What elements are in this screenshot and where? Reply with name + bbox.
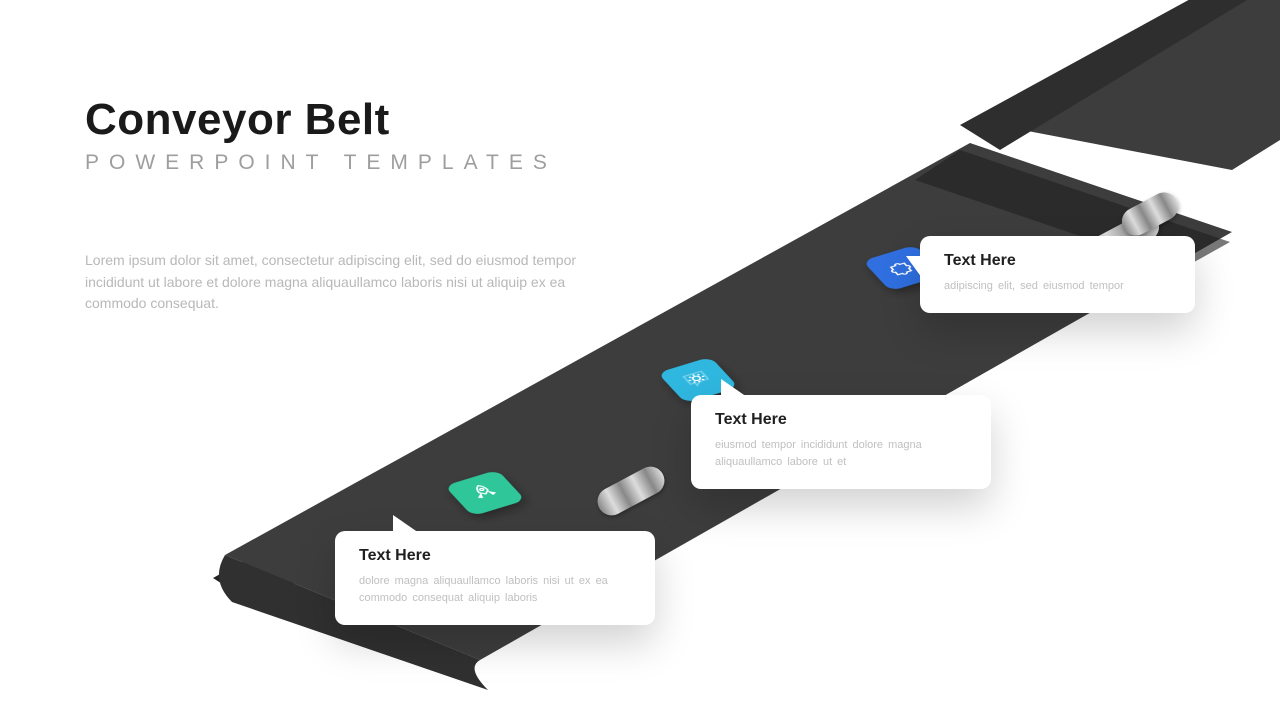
card-title: Text Here <box>359 547 631 565</box>
card-tail <box>393 515 419 533</box>
callout-card: Text Here adipiscing elit, sed eiusmod t… <box>920 236 1195 313</box>
card-desc: eiusmod tempor incididunt dolore magna a… <box>715 437 967 471</box>
card-title: Text Here <box>944 252 1171 270</box>
callout-card: Text Here eiusmod tempor incididunt dolo… <box>691 395 991 489</box>
card-desc: dolore magna aliquaullamco laboris nisi … <box>359 573 631 607</box>
callout-card: Text Here dolore magna aliquaullamco lab… <box>335 531 655 625</box>
gear-speech-icon <box>677 367 720 393</box>
card-title: Text Here <box>715 411 967 429</box>
card-tail <box>721 379 747 397</box>
card-tail <box>906 256 922 278</box>
conveyor-stage: Text Here dolore magna aliquaullamco lab… <box>0 0 1280 720</box>
rocket-icon <box>464 480 507 506</box>
card-desc: adipiscing elit, sed eiusmod tempor <box>944 278 1171 295</box>
